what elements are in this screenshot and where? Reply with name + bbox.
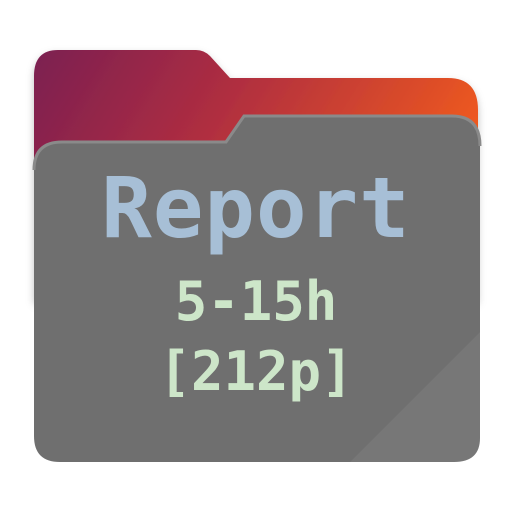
folder-front [34,116,480,462]
folder-hours-label: 5-15h [174,270,338,333]
folder-pages-label: [212p] [158,340,354,403]
folder-title-label: Report [101,159,411,257]
folder-fold-highlight [350,332,480,462]
folder-front-edge [32,114,482,171]
